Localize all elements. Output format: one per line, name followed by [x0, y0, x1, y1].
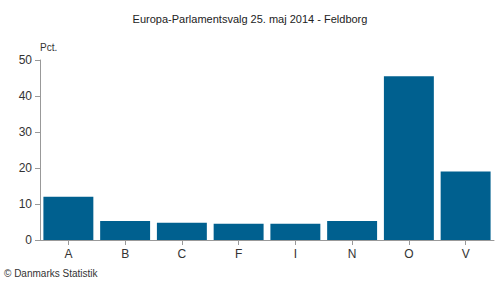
svg-text:A: A [64, 247, 72, 261]
svg-text:0: 0 [25, 233, 32, 247]
svg-text:Pct.: Pct. [40, 42, 57, 53]
svg-text:10: 10 [19, 197, 33, 211]
svg-text:50: 50 [19, 53, 33, 67]
svg-text:C: C [178, 247, 187, 261]
svg-text:Europa-Parlamentsvalg 25. maj: Europa-Parlamentsvalg 25. maj 2014 - Fel… [133, 13, 368, 25]
svg-text:20: 20 [19, 161, 33, 175]
svg-text:N: N [348, 247, 357, 261]
svg-text:40: 40 [19, 89, 33, 103]
svg-text:B: B [121, 247, 129, 261]
svg-text:O: O [404, 247, 413, 261]
svg-text:30: 30 [19, 125, 33, 139]
svg-text:© Danmarks Statistik: © Danmarks Statistik [4, 268, 99, 279]
svg-text:F: F [235, 247, 242, 261]
svg-text:V: V [462, 247, 470, 261]
svg-text:I: I [294, 247, 297, 261]
